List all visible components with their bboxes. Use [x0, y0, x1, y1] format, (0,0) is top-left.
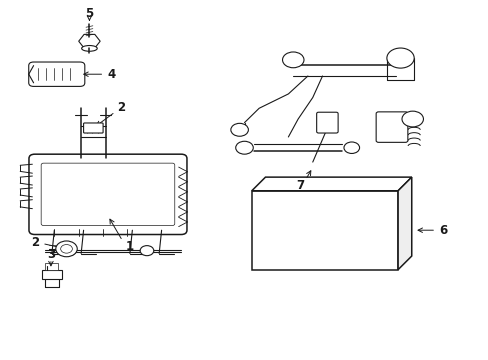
FancyBboxPatch shape: [29, 62, 84, 86]
Circle shape: [230, 123, 248, 136]
Polygon shape: [397, 177, 411, 270]
Bar: [251, 191, 397, 270]
Circle shape: [61, 244, 72, 253]
Circle shape: [235, 141, 253, 154]
Bar: [44, 263, 58, 270]
Text: 4: 4: [107, 68, 116, 81]
Text: 7: 7: [296, 179, 304, 192]
FancyBboxPatch shape: [41, 163, 174, 226]
Text: 2: 2: [31, 236, 39, 249]
Polygon shape: [251, 177, 411, 191]
FancyBboxPatch shape: [316, 112, 337, 133]
FancyBboxPatch shape: [375, 112, 407, 142]
Circle shape: [282, 52, 304, 68]
Circle shape: [62, 246, 76, 256]
Text: 5: 5: [85, 7, 93, 20]
FancyBboxPatch shape: [83, 123, 103, 133]
Circle shape: [386, 48, 413, 68]
Text: 2: 2: [117, 101, 125, 114]
Text: 6: 6: [438, 224, 447, 237]
Circle shape: [140, 246, 154, 256]
Text: 1: 1: [125, 240, 134, 253]
Bar: [42, 270, 61, 279]
Text: 3: 3: [47, 248, 55, 261]
FancyBboxPatch shape: [29, 154, 186, 234]
Circle shape: [56, 241, 77, 257]
Ellipse shape: [81, 45, 97, 51]
Circle shape: [401, 111, 423, 127]
Circle shape: [343, 142, 359, 153]
